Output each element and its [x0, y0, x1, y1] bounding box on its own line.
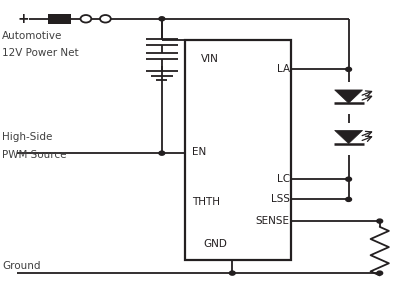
- Circle shape: [346, 177, 352, 181]
- Text: Automotive: Automotive: [2, 31, 62, 41]
- Text: High-Side: High-Side: [2, 132, 52, 142]
- Text: LSS: LSS: [271, 194, 290, 204]
- Polygon shape: [334, 130, 363, 144]
- Text: GND: GND: [203, 239, 227, 249]
- Bar: [185, 40, 290, 260]
- Text: SENSE: SENSE: [256, 216, 290, 226]
- Text: 12V Power Net: 12V Power Net: [2, 49, 79, 58]
- Circle shape: [377, 271, 383, 275]
- Text: EN: EN: [192, 147, 206, 157]
- Circle shape: [159, 17, 165, 21]
- Text: THTH: THTH: [192, 197, 220, 207]
- Circle shape: [346, 197, 352, 201]
- Text: Ground: Ground: [2, 261, 41, 271]
- Circle shape: [159, 151, 165, 155]
- Text: PWM Source: PWM Source: [2, 150, 66, 160]
- Polygon shape: [334, 90, 363, 103]
- Circle shape: [377, 219, 383, 223]
- Text: +: +: [17, 12, 29, 26]
- Text: VIN: VIN: [201, 54, 219, 64]
- Circle shape: [346, 67, 352, 71]
- Bar: [48, 14, 71, 24]
- Text: LA: LA: [276, 64, 290, 74]
- Circle shape: [229, 271, 235, 275]
- Text: LC: LC: [276, 174, 290, 184]
